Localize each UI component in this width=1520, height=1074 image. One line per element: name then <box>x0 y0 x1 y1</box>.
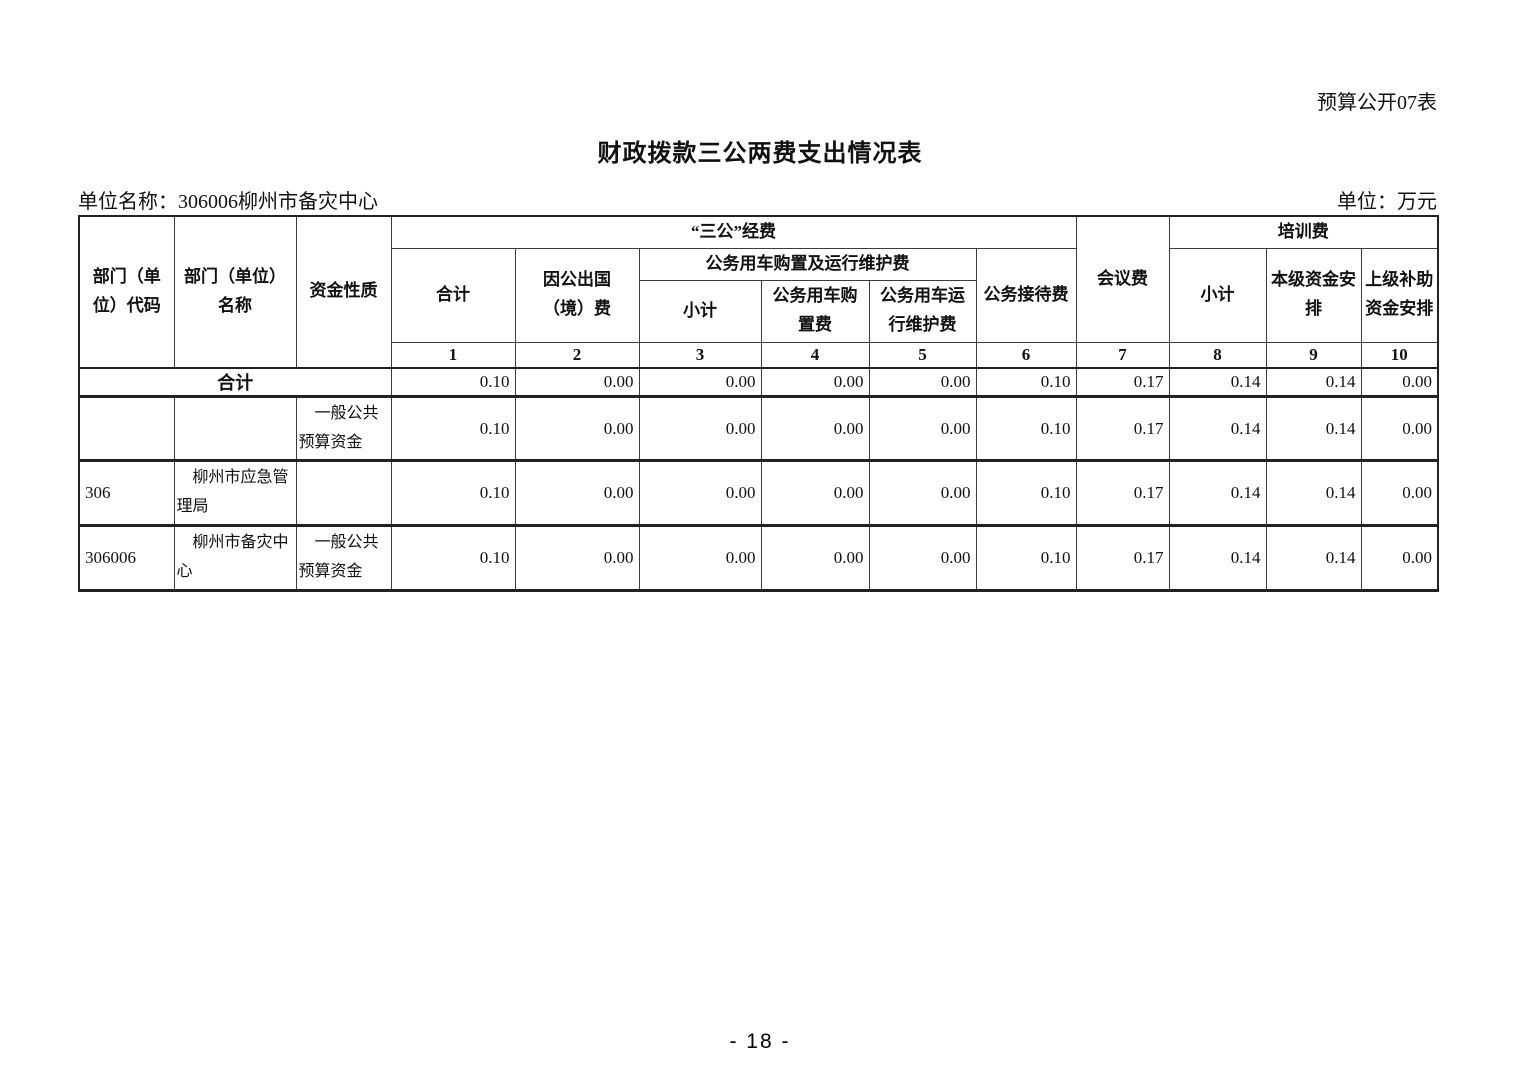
value-cell: 0.00 <box>514 394 640 462</box>
unit-name-label: 单位名称：306006柳州市备灾中心 <box>78 191 378 213</box>
header-group-sangong: “三公”经费 <box>390 215 1077 249</box>
total-row-label: 合计 <box>78 366 392 397</box>
header-training-subsidy: 上级补助 资金安排 <box>1360 247 1439 343</box>
header-total: 合计 <box>390 247 516 343</box>
value-cell: 0.10 <box>390 366 516 397</box>
value-cell: 0.00 <box>514 366 640 397</box>
value-cell: 0.10 <box>390 459 516 526</box>
value-cell: 0.00 <box>638 523 762 591</box>
col-number: 1 <box>390 341 516 369</box>
header-training-own: 本级资金安 排 <box>1265 247 1362 343</box>
value-cell: 0.10 <box>390 394 516 462</box>
col-number: 5 <box>868 341 977 369</box>
header-row-3: 小计 公务用车购 置费 公务用车运 行维护费 <box>79 279 1438 343</box>
value-cell: 0.14 <box>1168 459 1267 526</box>
value-cell: 0.00 <box>1360 394 1439 462</box>
value-cell: 0.00 <box>760 523 870 591</box>
page-title: 财政拨款三公两费支出情况表 <box>597 140 923 167</box>
value-cell: 0.00 <box>868 394 977 462</box>
value-cell: 0.00 <box>1360 459 1439 526</box>
value-cell: 0.14 <box>1265 523 1362 591</box>
unit-info-row: 单位名称：306006柳州市备灾中心 单位：万元 <box>78 185 1437 214</box>
value-cell: 0.10 <box>975 366 1077 397</box>
dept-name-cell: 柳州市应急管理局 <box>173 459 297 526</box>
col-number: 10 <box>1360 341 1439 369</box>
unit-measure-label: 单位：万元 <box>1337 191 1437 213</box>
value-cell: 0.00 <box>638 459 762 526</box>
budget-table: 部门（单 位）代码 部门（单位） 名称 资金性质 “三公”经费 会议费 培训费 … <box>78 215 1440 592</box>
col-number: 7 <box>1075 341 1170 369</box>
header-vehicle-purchase: 公务用车购 置费 <box>760 279 870 343</box>
fund-nature-cell: 一般公共预算资金 <box>295 394 392 462</box>
value-cell: 0.00 <box>760 394 870 462</box>
header-reception-fee: 公务接待费 <box>975 247 1077 343</box>
value-cell: 0.00 <box>868 523 977 591</box>
header-fund-nature: 资金性质 <box>295 215 392 369</box>
value-cell: 0.00 <box>760 459 870 526</box>
dept-name-cell: 柳州市备灾中心 <box>173 523 297 591</box>
col-number: 3 <box>638 341 762 369</box>
header-vehicle-subtotal: 小计 <box>638 279 762 343</box>
dept-code-cell: 306 <box>78 459 175 526</box>
header-meeting-fee: 会议费 <box>1075 215 1170 343</box>
col-number: 2 <box>514 341 640 369</box>
value-cell: 0.17 <box>1075 366 1170 397</box>
value-cell: 0.00 <box>638 394 762 462</box>
header-vehicle-maintain: 公务用车运 行维护费 <box>868 279 977 343</box>
value-cell: 0.00 <box>760 366 870 397</box>
header-row-1: 部门（单 位）代码 部门（单位） 名称 资金性质 “三公”经费 会议费 培训费 <box>78 215 1439 369</box>
page-number: - 18 - <box>729 1030 791 1053</box>
header-dept-name: 部门（单位） 名称 <box>173 215 297 369</box>
value-cell: 0.17 <box>1075 523 1170 591</box>
fund-nature-cell: 一般公共预算资金 <box>295 523 392 591</box>
value-cell: 0.00 <box>1360 366 1439 397</box>
value-cell: 0.10 <box>975 459 1077 526</box>
value-cell: 0.17 <box>1075 459 1170 526</box>
dept-code-cell <box>78 394 175 462</box>
header-group-vehicle: 公务用车购置及运行维护费 <box>638 247 977 281</box>
col-number: 8 <box>1168 341 1267 369</box>
value-cell: 0.14 <box>1265 459 1362 526</box>
value-cell: 0.00 <box>1360 523 1439 591</box>
value-cell: 0.14 <box>1168 394 1267 462</box>
value-cell: 0.00 <box>638 366 762 397</box>
header-training-subtotal: 小计 <box>1168 247 1267 343</box>
table-row: 306 柳州市应急管理局 0.10 0.00 0.00 0.00 0.00 0.… <box>78 459 1439 526</box>
value-cell: 0.14 <box>1265 366 1362 397</box>
header-dept-code: 部门（单 位）代码 <box>78 215 175 369</box>
dept-code-cell: 306006 <box>78 523 175 591</box>
value-cell: 0.17 <box>1075 394 1170 462</box>
column-number-row: 1 2 3 4 5 6 7 8 9 10 <box>79 341 1439 369</box>
table-row-total: 合计 0.10 0.00 0.00 0.00 0.00 0.10 0.17 0.… <box>78 366 1439 397</box>
value-cell: 0.14 <box>1265 394 1362 462</box>
value-cell: 0.00 <box>514 459 640 526</box>
header-row-2: 合计 因公出国 （境）费 公务用车购置及运行维护费 公务接待费 小计 本级资金安… <box>79 247 1439 343</box>
corner-table-label: 预算公开07表 <box>1317 92 1437 114</box>
value-cell: 0.00 <box>868 366 977 397</box>
value-cell: 0.10 <box>975 394 1077 462</box>
header-abroad-fee: 因公出国 （境）费 <box>514 247 640 343</box>
value-cell: 0.00 <box>514 523 640 591</box>
col-number: 4 <box>760 341 870 369</box>
col-number: 9 <box>1265 341 1362 369</box>
value-cell: 0.14 <box>1168 523 1267 591</box>
value-cell: 0.10 <box>390 523 516 591</box>
table-row: 306006 柳州市备灾中心 一般公共预算资金 0.10 0.00 0.00 0… <box>78 523 1439 591</box>
value-cell: 0.00 <box>868 459 977 526</box>
col-number: 6 <box>975 341 1077 369</box>
value-cell: 0.10 <box>975 523 1077 591</box>
header-group-training: 培训费 <box>1168 215 1439 249</box>
fund-nature-cell <box>295 459 392 526</box>
table-row: 一般公共预算资金 0.10 0.00 0.00 0.00 0.00 0.10 0… <box>78 394 1439 462</box>
dept-name-cell <box>173 394 297 462</box>
value-cell: 0.14 <box>1168 366 1267 397</box>
